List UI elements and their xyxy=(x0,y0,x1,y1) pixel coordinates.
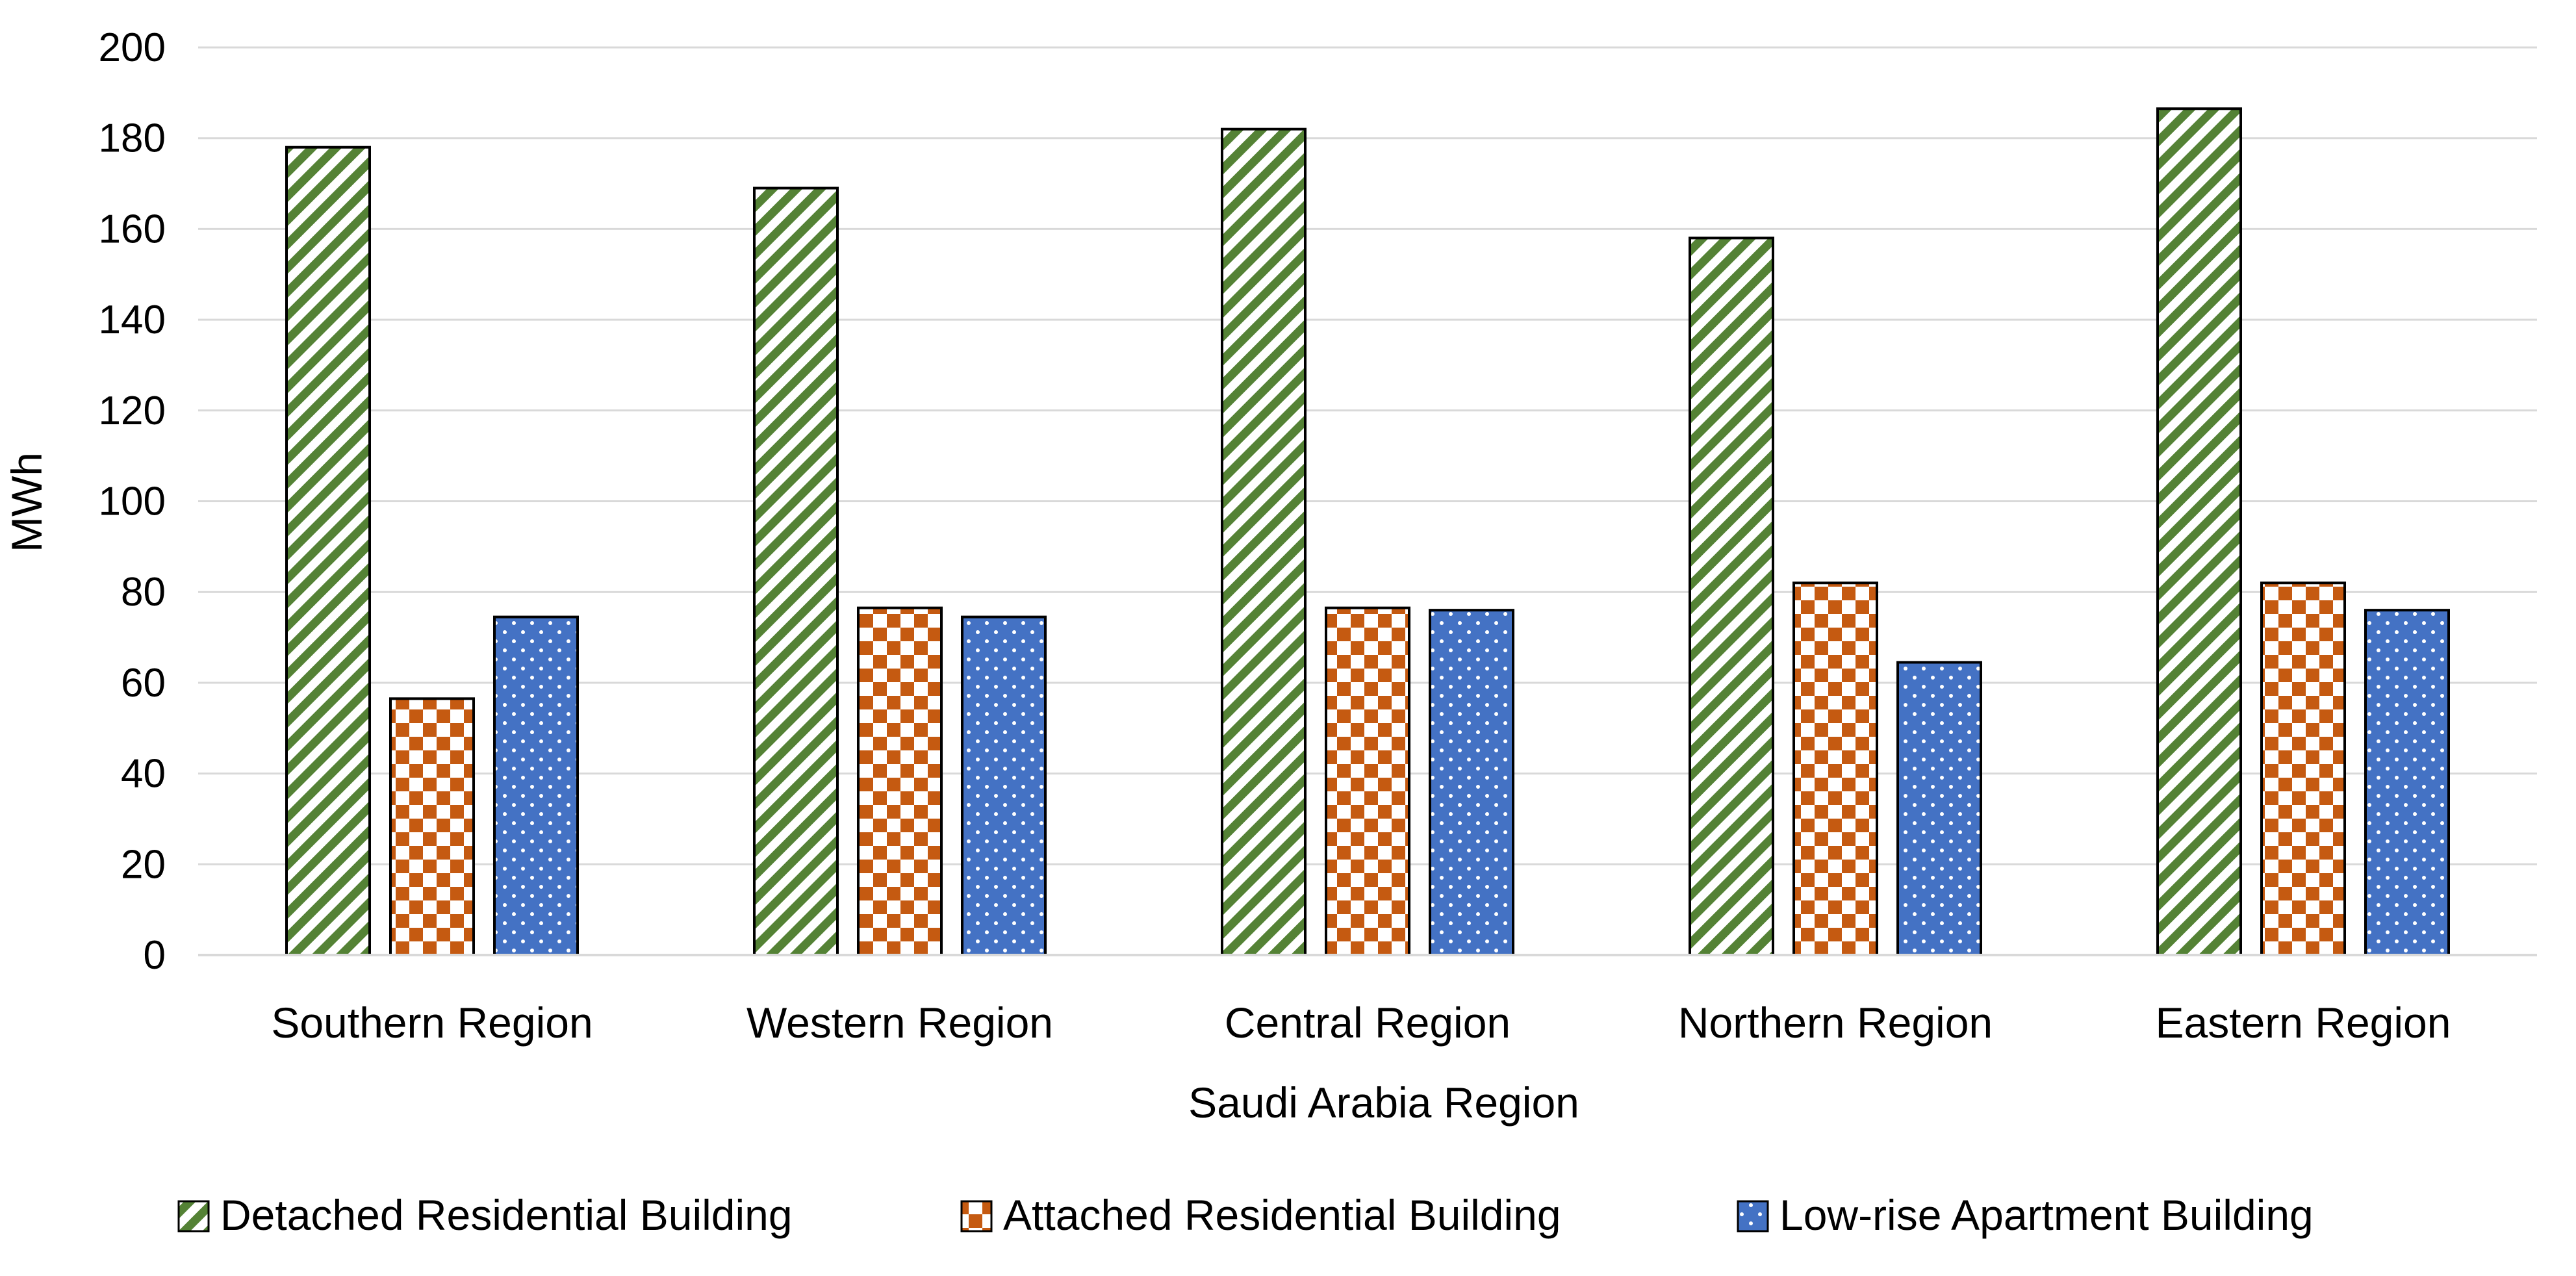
y-axis-title: MWh xyxy=(3,452,51,552)
y-tick-label: 80 xyxy=(121,570,166,615)
bar-diagonal-stripes-southern-region xyxy=(285,146,371,956)
bar-dots-central-region xyxy=(1429,609,1514,956)
y-tick-label: 120 xyxy=(99,389,166,433)
legend-item: Detached Residential Building xyxy=(177,1191,793,1239)
y-tick-label: 180 xyxy=(99,116,166,161)
legend: Detached Residential Building Attached Re… xyxy=(177,1191,2314,1239)
legend-label: Low-rise Apartment Building xyxy=(1779,1191,2314,1239)
y-tick-label: 160 xyxy=(99,207,166,251)
gridlines xyxy=(198,46,2537,865)
legend-item: Low-rise Apartment Building xyxy=(1737,1191,2314,1239)
y-tick-label: 100 xyxy=(99,479,166,524)
y-tick-label: 0 xyxy=(144,933,166,978)
bar-checkerboard-eastern-region xyxy=(2260,581,2346,956)
x-tick-label: Northern Region xyxy=(1678,999,1993,1047)
bar-dots-northern-region xyxy=(1896,661,1982,957)
x-axis-title: Saudi Arabia Region xyxy=(1188,1078,1579,1127)
bar-dots-eastern-region xyxy=(2364,609,2450,956)
bar-checkerboard-western-region xyxy=(857,606,943,956)
legend-swatch xyxy=(960,1200,993,1232)
bar-diagonal-stripes-central-region xyxy=(1221,127,1307,957)
bar-checkerboard-northern-region xyxy=(1792,581,1878,956)
legend-label: Detached Residential Building xyxy=(220,1191,793,1239)
y-tick-label: 40 xyxy=(121,752,166,797)
legend-label: Attached Residential Building xyxy=(1003,1191,1561,1239)
bar-diagonal-stripes-western-region xyxy=(753,186,839,956)
legend-swatch xyxy=(1737,1200,1769,1232)
bar-diagonal-stripes-eastern-region xyxy=(2156,107,2242,957)
y-tick-label: 200 xyxy=(99,25,166,70)
x-tick-label: Eastern Region xyxy=(2156,999,2451,1047)
x-axis-ticks: Southern Region Western Region Central Reg… xyxy=(271,999,2451,1047)
legend-swatch xyxy=(177,1200,210,1232)
y-tick-label: 60 xyxy=(121,661,166,706)
bar-diagonal-stripes-northern-region xyxy=(1689,236,1774,956)
bar-checkerboard-central-region xyxy=(1325,606,1410,956)
x-tick-label: Central Region xyxy=(1225,999,1511,1047)
bar-checkerboard-southern-region xyxy=(389,697,475,957)
bar-dots-southern-region xyxy=(493,615,579,956)
y-axis-ticks: 0 20 40 60 80 100 120 140 160 180 200 xyxy=(99,25,166,978)
bar-dots-western-region xyxy=(961,615,1047,956)
x-tick-label: Southern Region xyxy=(271,999,593,1047)
y-tick-label: 140 xyxy=(99,298,166,342)
bars xyxy=(285,107,2450,957)
y-tick-label: 20 xyxy=(121,842,166,887)
x-tick-label: Western Region xyxy=(746,999,1053,1047)
legend-item: Attached Residential Building xyxy=(960,1191,1561,1239)
